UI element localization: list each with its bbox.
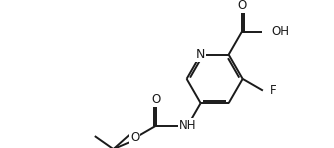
Text: NH: NH [179, 119, 196, 132]
Text: O: O [130, 131, 139, 144]
Text: OH: OH [272, 25, 290, 38]
Text: N: N [196, 48, 205, 61]
Text: F: F [270, 84, 277, 97]
Text: O: O [237, 0, 246, 12]
Text: O: O [151, 93, 160, 106]
